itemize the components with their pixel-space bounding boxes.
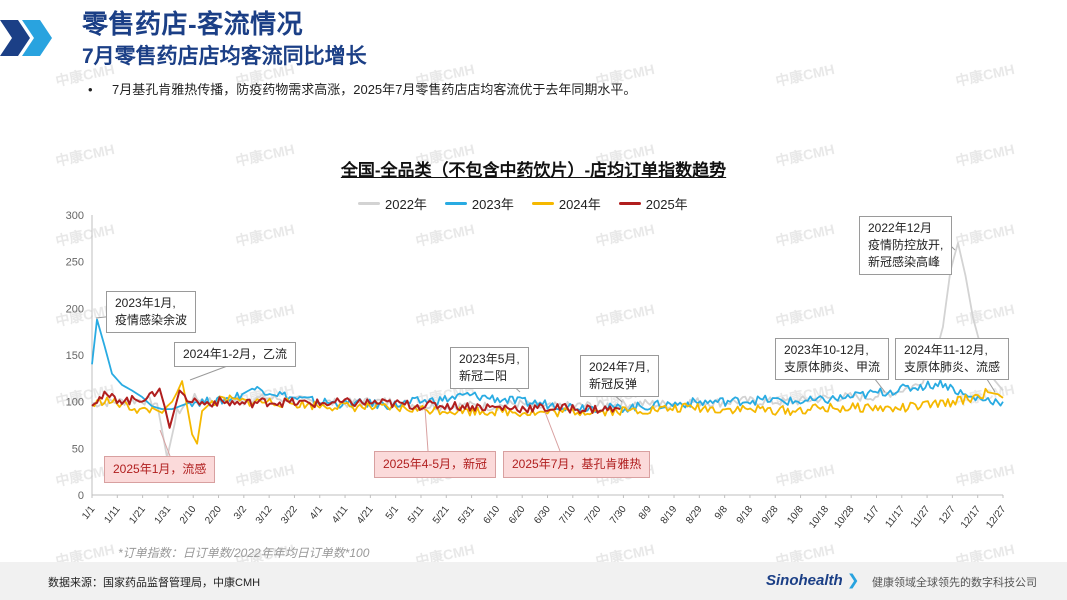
x-tick-label: 3/12 — [254, 504, 275, 526]
x-tick-label: 5/21 — [431, 504, 452, 526]
series-line-y2023 — [91, 318, 1004, 413]
y-tick-label: 50 — [72, 443, 84, 455]
callout-pointer — [159, 429, 171, 457]
chart-legend: 2022年 2023年 2024年 2025年 — [358, 194, 688, 213]
x-tick-label: 7/10 — [558, 504, 579, 526]
x-tick-label: 4/21 — [355, 504, 376, 526]
x-tick-label: 5/1 — [384, 504, 401, 522]
data-source: 数据来源：国家药品监督管理局，中康CMH — [48, 577, 261, 589]
y-tick-label: 250 — [66, 257, 84, 269]
annotation-2022-dec: 2022年12月 疫情防控放开, 新冠感染高峰 — [859, 216, 953, 275]
x-tick-label: 11/27 — [909, 504, 933, 530]
x-tick-label: 6/30 — [532, 504, 553, 526]
y-tick-label: 100 — [66, 397, 84, 409]
x-tick-label: 8/9 — [637, 504, 654, 522]
x-tick-label: 7/30 — [608, 504, 629, 526]
y-tick-label: 300 — [66, 210, 84, 222]
annotation-2023-may: 2023年5月, 新冠二阳 — [450, 347, 529, 389]
x-tick-label: 12/27 — [984, 504, 1008, 531]
y-tick-label: 0 — [78, 490, 84, 502]
y-tick-label: 200 — [66, 303, 84, 315]
x-tick-label: 1/1 — [80, 504, 97, 522]
callout-pointer — [544, 411, 561, 452]
x-tick-label: 6/20 — [507, 504, 528, 526]
x-tick-label: 10/28 — [832, 504, 856, 531]
series-line-y2025 — [91, 387, 621, 429]
x-tick-label: 2/10 — [178, 504, 199, 526]
x-tick-label: 3/2 — [232, 504, 249, 522]
x-tick-label: 10/8 — [785, 504, 806, 526]
legend-item-2023: 2023年 — [444, 194, 514, 213]
slogan: 健康领域全球领先的数字科技公司 — [872, 577, 1037, 589]
x-tick-label: 12/7 — [937, 504, 958, 526]
x-tick-label: 5/31 — [456, 504, 477, 526]
annotation-2025-jul: 2025年7月，基孔肯雅热 — [503, 451, 651, 478]
annotation-2024-nov-dec: 2024年11-12月, 支原体肺炎、流感 — [895, 338, 1010, 380]
annotation-2024-jan-feb: 2024年1-2月，乙流 — [174, 342, 297, 367]
x-tick-label: 1/21 — [127, 504, 148, 526]
annotation-2025-jan: 2025年1月，流感 — [104, 456, 216, 483]
series-line-y2024 — [91, 380, 1004, 445]
x-tick-label: 9/28 — [760, 504, 781, 526]
page-subtitle: 7月零售药店店均客流同比增长 — [82, 45, 367, 68]
x-tick-label: 10/18 — [807, 504, 831, 531]
x-tick-label: 11/7 — [862, 504, 882, 526]
x-tick-label: 9/18 — [735, 504, 756, 526]
bullet-marker: • — [88, 82, 93, 97]
x-tick-label: 4/1 — [308, 504, 325, 522]
x-tick-label: 9/8 — [713, 504, 730, 522]
x-tick-label: 2/20 — [203, 504, 224, 526]
page-title: 零售药店-客流情况 — [82, 9, 304, 39]
chevron-dark — [0, 20, 30, 56]
sinohealth-logo: Sinohealth ❯ — [766, 572, 860, 589]
x-tick-label: 3/22 — [279, 504, 300, 526]
legend-item-2024: 2024年 — [531, 194, 601, 213]
header-chevron-icon — [0, 20, 52, 56]
callout-pointer — [424, 407, 429, 452]
annotation-2023-oct-dec: 2023年10-12月, 支原体肺炎、甲流 — [775, 338, 890, 380]
line-chart: 0 50 100 150 200 250 300 1/1 1/11 1/21 1/31 2/10 2/2… — [66, 210, 1009, 531]
legend-item-2022: 2022年 — [358, 194, 427, 213]
chevron-light — [22, 20, 52, 56]
x-tick-label: 11/17 — [884, 504, 908, 530]
footnote: *订单指数：日订单数/2022年年均日订单数*100 — [118, 546, 370, 560]
x-tick-label: 4/11 — [330, 504, 350, 526]
x-tick-label: 12/17 — [959, 504, 983, 531]
legend-item-2025: 2025年 — [618, 194, 688, 213]
footer-bar: 数据来源：国家药品监督管理局，中康CMH Sinohealth ❯ 健康领域全球… — [0, 562, 1067, 600]
x-tick-label: 1/11 — [102, 504, 122, 526]
annotation-2025-apr-may: 2025年4-5月，新冠 — [374, 451, 497, 478]
y-tick-label: 150 — [66, 350, 84, 362]
x-tick-label: 7/20 — [583, 504, 604, 526]
bullet-body: 7月基孔肯雅热传播，防疫药物需求高涨，2025年7月零售药店店均客流优于去年同期… — [112, 82, 637, 97]
x-tick-label: 1/31 — [153, 504, 174, 526]
x-tick-label: 5/11 — [406, 504, 426, 526]
x-tick-label: 8/19 — [659, 504, 680, 526]
bullet-text: • 7月基孔肯雅热传播，防疫药物需求高涨，2025年7月零售药店店均客流优于去年同… — [88, 79, 636, 98]
x-tick-label: 6/10 — [482, 504, 503, 526]
x-tick-label: 8/29 — [684, 504, 705, 526]
annotation-2024-jul: 2024年7月, 新冠反弹 — [580, 355, 659, 397]
annotation-2023-jan: 2023年1月, 疫情感染余波 — [106, 291, 197, 333]
chart-title: 全国-全品类（不包含中药饮片）-店均订单指数趋势 — [340, 161, 727, 180]
